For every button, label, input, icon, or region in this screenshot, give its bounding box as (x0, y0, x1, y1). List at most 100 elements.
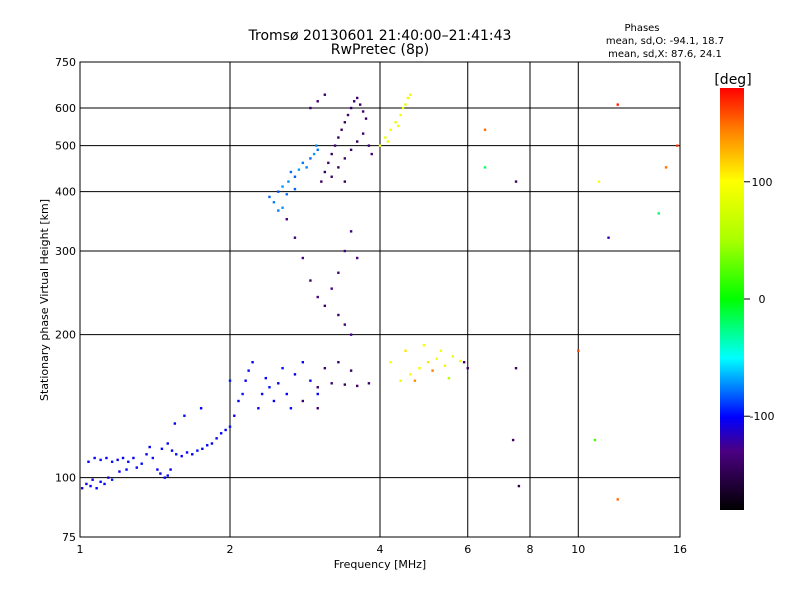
scatter-point (431, 369, 434, 372)
scatter-point (323, 93, 327, 96)
scatter-point (399, 113, 402, 117)
scatter-point (257, 407, 260, 410)
colorbar-ticks: 100 0 -100 (744, 176, 774, 423)
scatter-point (293, 187, 297, 191)
x-tick-label: 1 (77, 543, 84, 556)
scatter-point (349, 230, 353, 233)
y-tick-label: 600 (55, 102, 76, 115)
scatter-point (330, 152, 333, 156)
scatter-point (247, 369, 250, 372)
scatter-point (514, 180, 518, 183)
scatter-point (361, 110, 365, 113)
scatter-point (409, 93, 412, 96)
scatter-point (514, 366, 518, 370)
scatter-point (394, 121, 397, 124)
scatter-point (343, 121, 347, 124)
scatter-point (316, 392, 319, 396)
scatter-point (316, 386, 319, 389)
scatter-point (199, 407, 203, 410)
colorbar-unit-label: [deg] (714, 72, 751, 88)
grid-lines (80, 62, 680, 537)
scatter-point (406, 96, 410, 100)
scatter-point (166, 442, 169, 445)
scatter-point (116, 458, 119, 462)
scatter-point (148, 445, 151, 449)
plot-area: 1 2 4 6 8 10 16 75 100 200 300 400 500 600 750 (55, 56, 687, 556)
scatter-point (244, 379, 247, 382)
scatter-point (312, 152, 316, 156)
scatter-point (289, 407, 293, 410)
scatter-point (517, 484, 521, 488)
scatter-point (616, 103, 619, 106)
scatter-point (210, 442, 214, 445)
x-axis-ticks: 1 2 4 6 8 10 16 (77, 543, 688, 556)
scatter-point (173, 422, 177, 425)
scatter-points (80, 93, 679, 501)
scatter-point (215, 437, 218, 440)
scatter-point (511, 438, 515, 442)
scatter-point (80, 487, 84, 490)
scatter-point (443, 364, 447, 367)
scatter-point (676, 144, 679, 147)
scatter-point (386, 140, 390, 143)
scatter-point (337, 313, 340, 317)
scatter-point (183, 414, 186, 417)
scatter-point (272, 399, 276, 403)
scatter-point (340, 128, 343, 131)
scatter-point (85, 482, 88, 486)
scatter-point (260, 392, 264, 396)
scatter-point (355, 256, 359, 260)
colorbar (720, 88, 744, 510)
scatter-point (103, 482, 106, 486)
x-tick-label: 2 (227, 543, 234, 556)
scatter-point (593, 438, 597, 442)
scatter-point (422, 344, 426, 347)
scatter-point (427, 361, 430, 364)
scatter-point (237, 399, 240, 403)
scatter-point (343, 157, 347, 160)
scatter-point (277, 209, 280, 212)
scatter-point (233, 414, 236, 417)
scatter-point (361, 132, 365, 135)
scatter-point (466, 366, 469, 370)
scatter-point (121, 456, 125, 460)
scatter-point (370, 152, 373, 156)
scatter-point (355, 96, 359, 100)
scatter-point (287, 180, 290, 183)
scatter-point (346, 113, 350, 117)
scatter-point (99, 458, 102, 462)
scatter-point (140, 462, 143, 465)
scatter-point (201, 447, 204, 451)
scatter-point (330, 287, 333, 290)
scatter-point (135, 466, 138, 469)
scatter-point (272, 201, 276, 204)
scatter-point (315, 144, 318, 147)
scatter-point (316, 100, 319, 103)
scatter-point (297, 168, 301, 171)
stats-line-o: mean, sd,O: -94.1, 18.7 (606, 36, 724, 47)
scatter-point (156, 468, 159, 471)
scatter-point (343, 383, 347, 386)
scatter-point (169, 468, 172, 471)
scatter-point (447, 376, 451, 380)
y-tick-label: 75 (62, 531, 76, 544)
scatter-point (145, 453, 148, 456)
x-tick-label: 6 (464, 543, 471, 556)
scatter-point (607, 236, 610, 239)
scatter-point (219, 432, 223, 435)
scatter-point (180, 454, 183, 458)
scatter-point (95, 487, 98, 490)
scatter-point (105, 456, 108, 460)
y-tick-label: 400 (55, 186, 76, 199)
scatter-point (241, 392, 244, 396)
scatter-point (110, 478, 114, 481)
scatter-point (597, 180, 601, 183)
scatter-point (439, 349, 443, 352)
scatter-point (285, 392, 288, 396)
scatter-point (435, 357, 438, 360)
scatter-point (323, 170, 327, 174)
scatter-point (316, 295, 319, 299)
scatter-point (293, 373, 297, 376)
scatter-point (337, 136, 340, 139)
scatter-point (309, 157, 312, 160)
